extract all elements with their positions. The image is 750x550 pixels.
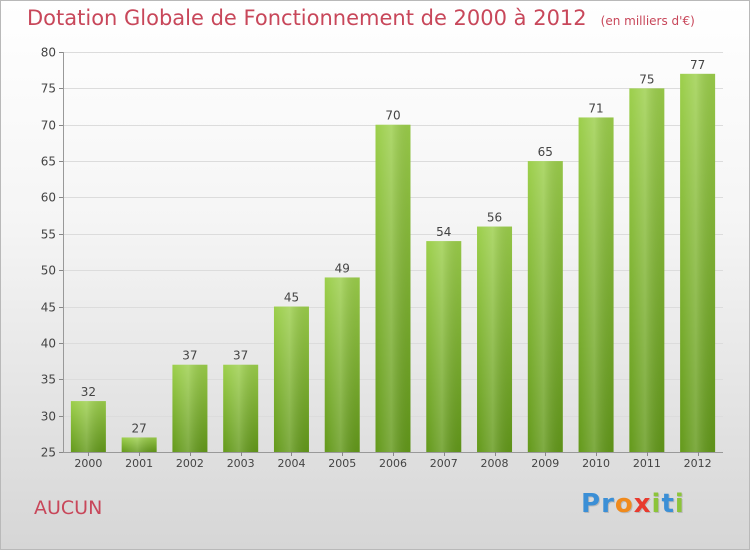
y-tick-label: 75	[41, 82, 56, 96]
logo-letter: i	[651, 489, 662, 519]
chart-title: Dotation Globale de Fonctionnement de 20…	[27, 6, 695, 30]
bar-shine-2011	[629, 88, 665, 452]
bar-shine-2009	[527, 161, 563, 452]
y-tick-label: 60	[41, 191, 56, 205]
chart-title-text: Dotation Globale de Fonctionnement de 20…	[27, 6, 587, 30]
bar-shine-2005	[324, 277, 360, 452]
y-tick-label: 80	[41, 46, 56, 60]
y-tick-label: 70	[41, 119, 56, 133]
bar-shine-2008	[477, 226, 513, 452]
proxiti-logo: Proxiti	[581, 489, 685, 519]
logo-letter: t	[661, 489, 675, 519]
data-label-2006: 70	[385, 109, 400, 123]
x-tick-label-2006: 2006	[379, 457, 407, 470]
x-tick-label-2003: 2003	[227, 457, 255, 470]
x-tick-label-2001: 2001	[125, 457, 153, 470]
y-tick-label: 45	[41, 301, 56, 315]
data-label-2005: 49	[335, 261, 350, 275]
chart-unit: (en milliers d'€)	[600, 14, 695, 28]
bar-shine-2007	[426, 241, 462, 452]
y-tick-label: 65	[41, 155, 56, 169]
x-tick-label-2012: 2012	[684, 457, 712, 470]
x-tick-label-2002: 2002	[176, 457, 204, 470]
data-label-2012: 77	[690, 58, 705, 72]
y-tick-label: 50	[41, 264, 56, 278]
data-label-2007: 54	[436, 225, 451, 239]
data-label-2002: 37	[182, 349, 197, 363]
data-label-2000: 32	[81, 385, 96, 399]
y-tick-label: 35	[41, 373, 56, 387]
y-tick-label: 55	[41, 228, 56, 242]
y-tick-label: 25	[41, 446, 56, 460]
y-tick-label: 40	[41, 337, 56, 351]
logo-letter: i	[674, 489, 685, 519]
data-label-2004: 45	[284, 291, 299, 305]
x-tick-label-2009: 2009	[531, 457, 559, 470]
x-tick-label-2000: 2000	[74, 457, 102, 470]
bar-shine-2006	[375, 124, 411, 453]
x-tick-label-2004: 2004	[277, 457, 305, 470]
x-tick-label-2005: 2005	[328, 457, 356, 470]
x-tick-label-2011: 2011	[633, 457, 661, 470]
data-label-2009: 65	[538, 145, 553, 159]
bars	[70, 73, 716, 453]
logo-letter: x	[633, 489, 652, 519]
logo-letter: r	[601, 489, 615, 519]
x-tick-label-2007: 2007	[430, 457, 458, 470]
y-tick-label: 30	[41, 410, 56, 424]
data-label-2001: 27	[132, 421, 147, 435]
bar-shine-2000	[70, 401, 106, 452]
bar-shine-2012	[680, 73, 716, 453]
x-tick-label-2010: 2010	[582, 457, 610, 470]
bar-shine-2004	[273, 306, 309, 452]
data-label-2008: 56	[487, 211, 502, 225]
data-label-2010: 71	[588, 101, 603, 115]
bar-shine-2002	[172, 364, 208, 452]
data-labels: 32 27 37 37 45 49 70 54 56 65 71 75 77	[81, 58, 706, 436]
x-tick-label-2008: 2008	[481, 457, 509, 470]
commune-name: AUCUN	[34, 497, 103, 519]
data-label-2011: 75	[639, 72, 654, 86]
bar-shine-2010	[578, 117, 614, 453]
data-label-2003: 37	[233, 349, 248, 363]
bar-shine-2003	[223, 364, 259, 452]
bar-shine-2001	[121, 437, 157, 452]
logo-letter: o	[614, 489, 634, 519]
axes: 25 30 35 40 45 50 55 60 65 70 75 80 2000 2001 2002 2003…	[41, 46, 723, 470]
logo-letter: P	[581, 489, 602, 519]
